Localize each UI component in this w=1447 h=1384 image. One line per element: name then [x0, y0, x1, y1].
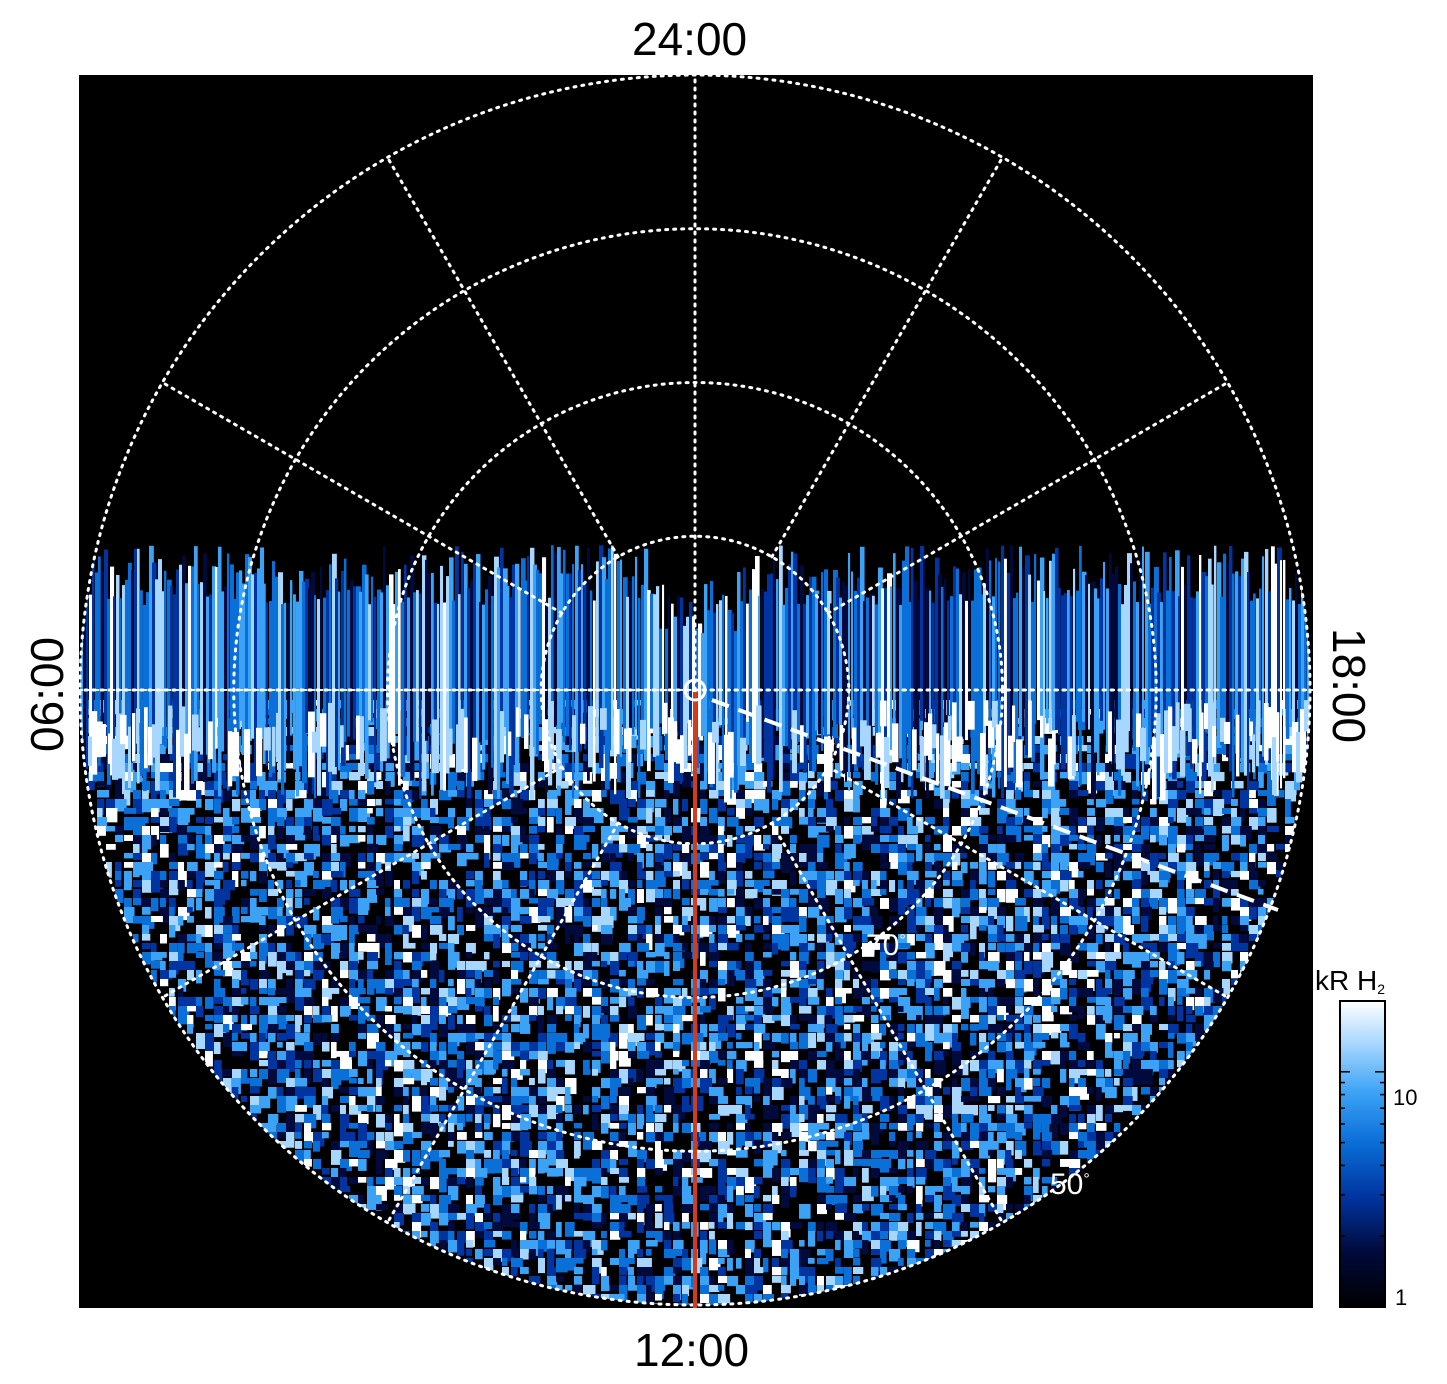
terminator-dashed-line — [711, 698, 1279, 912]
local-time-label-top: 24:00 — [632, 13, 748, 65]
latitude-label-70: 70° — [866, 929, 906, 962]
local-time-meridian — [826, 765, 1230, 999]
colorbar-tick-label-10: 10 — [1393, 1085, 1418, 1110]
local-time-meridian — [770, 821, 1004, 1225]
colorbar-ticks — [1340, 1000, 1385, 1237]
local-time-label-right: 18:00 — [1323, 628, 1375, 744]
colorbar — [1339, 1000, 1386, 1308]
colorbar-gradient — [1339, 1000, 1386, 1308]
colorbar-title: kR H2 — [1315, 965, 1386, 997]
local-time-meridian — [386, 821, 620, 1225]
local-time-meridian — [826, 381, 1230, 615]
auroral-emission-image — [80, 545, 1310, 1305]
latitude-label-50: 50° — [1050, 1168, 1090, 1201]
latitude-circle — [79, 75, 1312, 1307]
local-time-label-bottom: 12:00 — [634, 1324, 750, 1376]
local-time-meridian — [386, 155, 620, 559]
local-time-meridian — [770, 155, 1004, 559]
colorbar-tick-label-1: 1 — [1395, 1285, 1408, 1310]
local-time-meridian — [160, 765, 564, 999]
pole-marker — [683, 678, 707, 702]
local-time-label-left: 06:00 — [21, 636, 73, 752]
local-time-meridian — [160, 381, 564, 615]
